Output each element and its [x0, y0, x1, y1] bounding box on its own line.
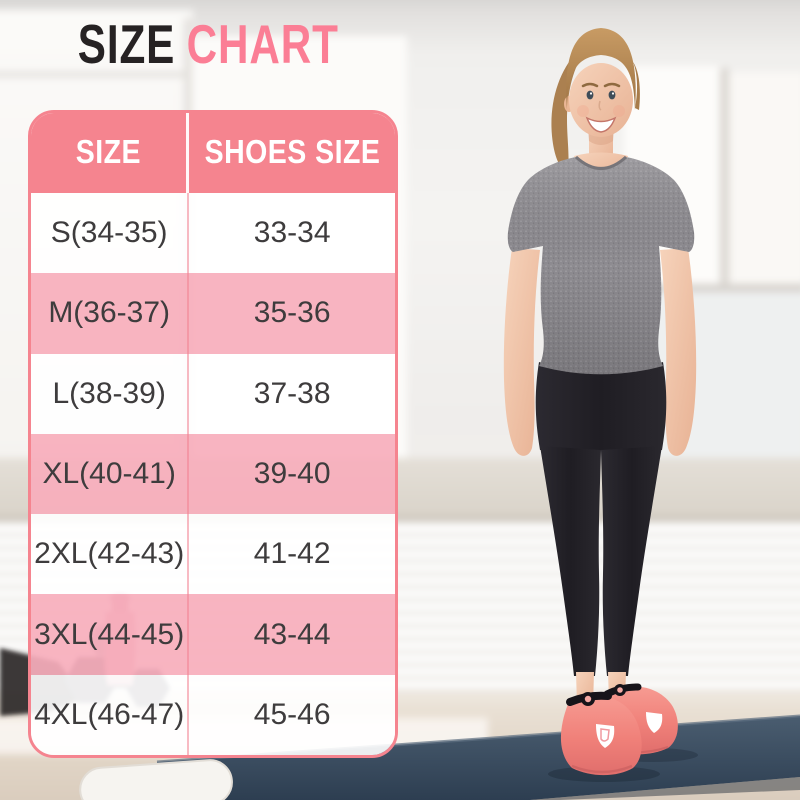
- table-body: S(34-35) 33-34 M(36-37) 35-36 L(38-39) 3…: [31, 193, 395, 755]
- hair-side: [633, 62, 640, 110]
- left-shoe-logo-mark: [600, 728, 610, 742]
- yoga-mat-shadow: [530, 777, 800, 800]
- size-chart-table: SIZE SHOES SIZE S(34-35) 33-34 M(36-37) …: [28, 110, 398, 758]
- page-title: SIZE CHART: [46, 15, 370, 76]
- size-cell: S(34-35): [31, 193, 190, 274]
- right-shoe-logo: [646, 712, 663, 733]
- wall-ledge-shadow: [0, 516, 800, 522]
- window-pane-right-2: [729, 72, 800, 288]
- shoes-size-cell: 41-42: [253, 537, 331, 571]
- header-shoes-size: SHOES SIZE: [189, 113, 395, 193]
- left-blush: [577, 105, 589, 117]
- t-shirt-shading: [507, 157, 695, 375]
- left-eye-glint: [589, 92, 593, 95]
- window-frame-vertical-right: [720, 68, 729, 290]
- size-cell: L(38-39): [31, 353, 190, 434]
- title-word-chart: CHART: [186, 15, 339, 76]
- left-eyebrow: [581, 82, 599, 88]
- right-shoe-buckle-center: [617, 687, 623, 693]
- woman: [503, 28, 698, 782]
- left-eye: [586, 90, 594, 100]
- floor-towel: [79, 759, 233, 800]
- window-sill-right: [616, 284, 800, 292]
- table-row: M(36-37) 35-36: [31, 273, 395, 354]
- shoes-size-cell: 35-36: [253, 296, 331, 330]
- size-cell: XL(40-41): [31, 433, 190, 515]
- left-shoe-sole: [571, 764, 633, 774]
- table-row: XL(40-41) 39-40: [31, 433, 395, 515]
- right-eye-glint: [611, 92, 615, 95]
- table-row: 2XL(42-43) 41-42: [31, 514, 395, 595]
- hair: [566, 28, 636, 110]
- left-shoe-buckle-center: [584, 695, 592, 703]
- size-cell: 4XL(46-47): [31, 674, 190, 755]
- nose: [598, 100, 602, 111]
- right-eye: [608, 90, 616, 100]
- table-row: 3XL(44-45) 43-44: [31, 594, 395, 675]
- right-leg: [601, 446, 662, 676]
- table-row: S(34-35) 33-34: [31, 193, 395, 274]
- right-eyebrow: [603, 82, 621, 88]
- left-arm: [503, 248, 540, 456]
- ponytail: [551, 52, 583, 173]
- right-arm: [660, 248, 697, 456]
- size-cell: 2XL(42-43): [31, 514, 190, 595]
- left-leg: [540, 446, 601, 676]
- table-header-row: SIZE SHOES SIZE: [31, 113, 395, 193]
- header-size-label: SIZE: [76, 133, 142, 171]
- leggings-hip: [535, 362, 667, 450]
- shoes-size-cell: 45-46: [253, 697, 331, 731]
- shoes-size-cell: 43-44: [253, 617, 331, 651]
- size-cell: 3XL(44-45): [31, 594, 190, 675]
- window-frame-horizontal: [0, 72, 203, 77]
- shoes-size-cell: 37-38: [253, 376, 331, 410]
- table-row: 4XL(46-47) 45-46: [31, 674, 395, 755]
- header-size: SIZE: [31, 113, 190, 193]
- shoes-size-cell: 33-34: [253, 216, 331, 250]
- size-cell: M(36-37): [31, 273, 190, 354]
- table-row: L(38-39) 37-38: [31, 353, 395, 434]
- chin-shadow: [588, 130, 614, 145]
- face: [569, 63, 633, 137]
- header-shoes-size-label: SHOES SIZE: [204, 133, 381, 171]
- smile: [585, 116, 617, 133]
- page-title-inner: SIZE CHART: [77, 12, 338, 80]
- right-blush: [613, 105, 625, 117]
- title-word-size: SIZE: [77, 15, 175, 76]
- t-shirt-collar: [574, 155, 628, 170]
- shoes-size-cell: 39-40: [253, 456, 331, 490]
